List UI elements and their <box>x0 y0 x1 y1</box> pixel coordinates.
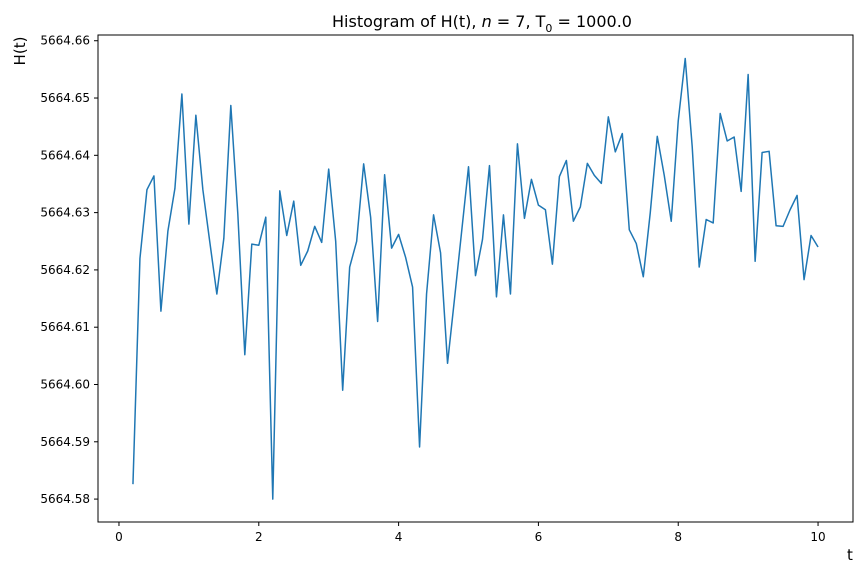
y-tick-label: 5664.58 <box>40 492 90 506</box>
x-tick-label: 2 <box>255 530 263 544</box>
axis-ticks: 0 2 4 6 8 10 5664.58 5664.59 5664.60 5664.61 5664.… <box>40 34 825 544</box>
y-tick-label: 5664.61 <box>40 320 90 334</box>
y-axis-label: H(t) <box>11 37 29 66</box>
x-axis-label: t <box>847 546 853 564</box>
x-tick-label: 8 <box>674 530 682 544</box>
y-tick-label: 5664.64 <box>40 148 90 162</box>
x-tick-label: 4 <box>395 530 403 544</box>
x-tick-label: 10 <box>810 530 825 544</box>
chart-title: Histogram of H(t), n = 7, T0 = 1000.0 <box>332 12 632 35</box>
y-tick-label: 5664.66 <box>40 34 90 48</box>
y-tick-label: 5664.60 <box>40 377 90 391</box>
y-tick-label: 5664.65 <box>40 91 90 105</box>
x-tick-label: 6 <box>535 530 543 544</box>
y-tick-label: 5664.62 <box>40 263 90 277</box>
plot-area <box>132 57 819 500</box>
x-tick-label: 0 <box>115 530 123 544</box>
y-tick-label: 5664.59 <box>40 435 90 449</box>
axes-frame <box>97 34 854 523</box>
y-tick-label: 5664.63 <box>40 206 90 220</box>
series-line <box>132 57 819 500</box>
